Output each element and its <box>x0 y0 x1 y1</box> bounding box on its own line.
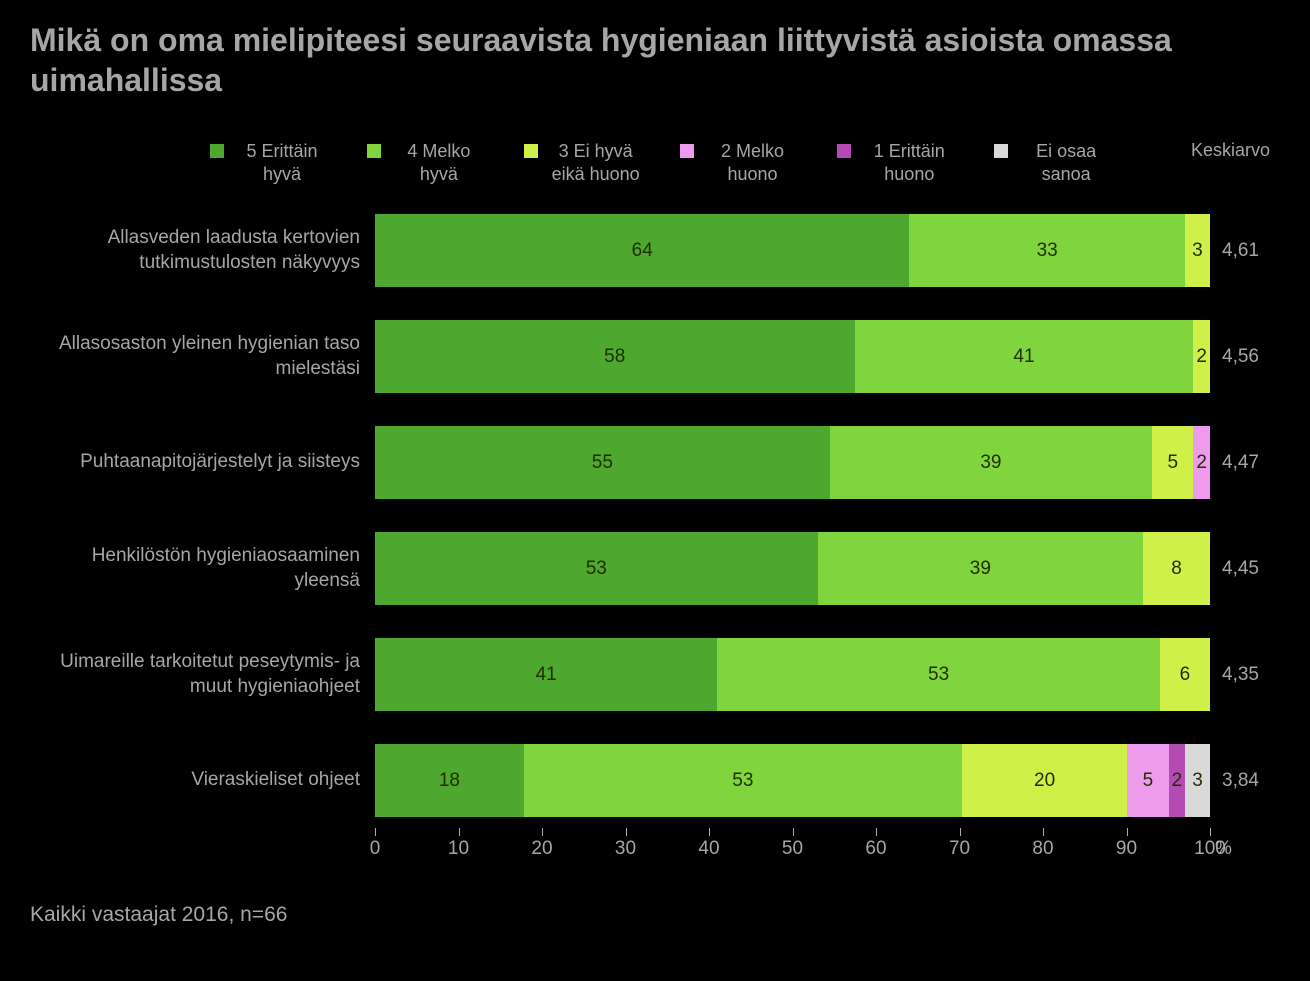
axis-tick: 30 <box>615 838 636 860</box>
bar-segment-s4: 39 <box>818 532 1144 605</box>
legend-items: 5 Erittäin hyvä 4 Melko hyvä 3 Ei hyvä e… <box>210 140 1280 187</box>
bar-segment-s5: 41 <box>375 638 717 711</box>
legend-label-s4: 4 Melko hyvä <box>389 140 489 187</box>
legend-avg-label: Keskiarvo <box>1191 140 1270 161</box>
row-average: 4,35 <box>1210 664 1280 686</box>
bar-segment-s5: 55 <box>375 426 830 499</box>
legend: 5 Erittäin hyvä 4 Melko hyvä 3 Ei hyvä e… <box>0 110 1310 197</box>
row-label: Henkilöstön hygieniaosaaminen yleensä <box>30 544 375 593</box>
bar-segment-s1: 2 <box>1169 744 1186 817</box>
chart-row: Vieraskieliset ohjeet1853205233,84 <box>30 737 1280 825</box>
legend-swatch-s4 <box>367 144 381 158</box>
legend-item-s4: 4 Melko hyvä <box>367 140 489 187</box>
bar-segment-s3: 3 <box>1185 214 1210 287</box>
row-label: Puhtaanapitojärjestelyt ja siisteys <box>30 450 375 475</box>
legend-item-s5: 5 Erittäin hyvä <box>210 140 332 187</box>
chart-footer: Kaikki vastaajat 2016, n=66 <box>0 878 1310 927</box>
bar-segment-s3: 6 <box>1160 638 1210 711</box>
axis-tick: 60 <box>865 838 886 860</box>
bar-track: 185320523 <box>375 744 1210 817</box>
legend-item-s3: 3 Ei hyvä eikä huono <box>524 140 646 187</box>
bar-segment-s4: 53 <box>524 744 962 817</box>
bar-segment-s5: 18 <box>375 744 524 817</box>
row-label: Allasosaston yleinen hygienian taso miel… <box>30 332 375 381</box>
axis-track: 0102030405060708090100 <box>375 838 1210 878</box>
legend-label-s1: 1 Erittäin huono <box>859 140 959 187</box>
legend-item-s1: 1 Erittäin huono <box>837 140 959 187</box>
row-label: Uimareille tarkoitetut peseytymis- ja mu… <box>30 650 375 699</box>
bar-segment-s5: 58 <box>375 320 855 393</box>
chart-row: Allasveden laadusta kertovien tutkimustu… <box>30 207 1280 295</box>
axis-tick: 20 <box>531 838 552 860</box>
bar-track: 41536 <box>375 638 1210 711</box>
axis-tick: 70 <box>949 838 970 860</box>
bar-track: 64333 <box>375 214 1210 287</box>
legend-item-s0: Ei osaa sanoa <box>994 140 1116 187</box>
bar-track: 553952 <box>375 426 1210 499</box>
chart-row: Allasosaston yleinen hygienian taso miel… <box>30 313 1280 401</box>
bar-track: 53398 <box>375 532 1210 605</box>
legend-swatch-s3 <box>524 144 538 158</box>
bar-segment-s4: 53 <box>717 638 1160 711</box>
bar-segment-s4: 33 <box>909 214 1185 287</box>
bar-segment-s4: 39 <box>830 426 1152 499</box>
bar-segment-s5: 53 <box>375 532 818 605</box>
legend-swatch-s5 <box>210 144 224 158</box>
axis-suffix: % <box>1215 838 1232 860</box>
chart-row: Puhtaanapitojärjestelyt ja siisteys55395… <box>30 419 1280 507</box>
legend-swatch-s1 <box>837 144 851 158</box>
bar-segment-s3: 2 <box>1193 320 1210 393</box>
chart-row: Uimareille tarkoitetut peseytymis- ja mu… <box>30 631 1280 719</box>
axis-tick: 50 <box>782 838 803 860</box>
axis-tick: 80 <box>1032 838 1053 860</box>
row-label: Vieraskieliset ohjeet <box>30 768 375 793</box>
row-average: 3,84 <box>1210 770 1280 792</box>
chart-row: Henkilöstön hygieniaosaaminen yleensä533… <box>30 525 1280 613</box>
legend-label-s3: 3 Ei hyvä eikä huono <box>546 140 646 187</box>
axis-tick: 10 <box>448 838 469 860</box>
row-average: 4,56 <box>1210 346 1280 368</box>
row-average: 4,61 <box>1210 240 1280 262</box>
bar-segment-s2: 2 <box>1193 426 1210 499</box>
legend-swatch-s2 <box>680 144 694 158</box>
bar-segment-s3: 8 <box>1143 532 1210 605</box>
chart-title: Mikä on oma mielipiteesi seuraavista hyg… <box>0 0 1310 110</box>
bar-segment-s2: 5 <box>1127 744 1168 817</box>
bar-track: 58412 <box>375 320 1210 393</box>
bar-segment-s3: 5 <box>1152 426 1193 499</box>
axis-tick: 40 <box>698 838 719 860</box>
x-axis: 0102030405060708090100% <box>30 838 1280 878</box>
bar-segment-s3: 20 <box>962 744 1127 817</box>
bar-segment-s5: 64 <box>375 214 909 287</box>
axis-tick: 0 <box>370 838 381 860</box>
bar-segment-s0: 3 <box>1185 744 1210 817</box>
legend-swatch-s0 <box>994 144 1008 158</box>
row-label: Allasveden laadusta kertovien tutkimustu… <box>30 226 375 275</box>
row-average: 4,45 <box>1210 558 1280 580</box>
legend-label-s0: Ei osaa sanoa <box>1016 140 1116 187</box>
row-average: 4,47 <box>1210 452 1280 474</box>
legend-label-s2: 2 Melko huono <box>702 140 802 187</box>
legend-label-s5: 5 Erittäin hyvä <box>232 140 332 187</box>
legend-item-s2: 2 Melko huono <box>680 140 802 187</box>
chart-area: Allasveden laadusta kertovien tutkimustu… <box>0 197 1310 878</box>
bar-segment-s4: 41 <box>855 320 1194 393</box>
axis-tick: 90 <box>1116 838 1137 860</box>
